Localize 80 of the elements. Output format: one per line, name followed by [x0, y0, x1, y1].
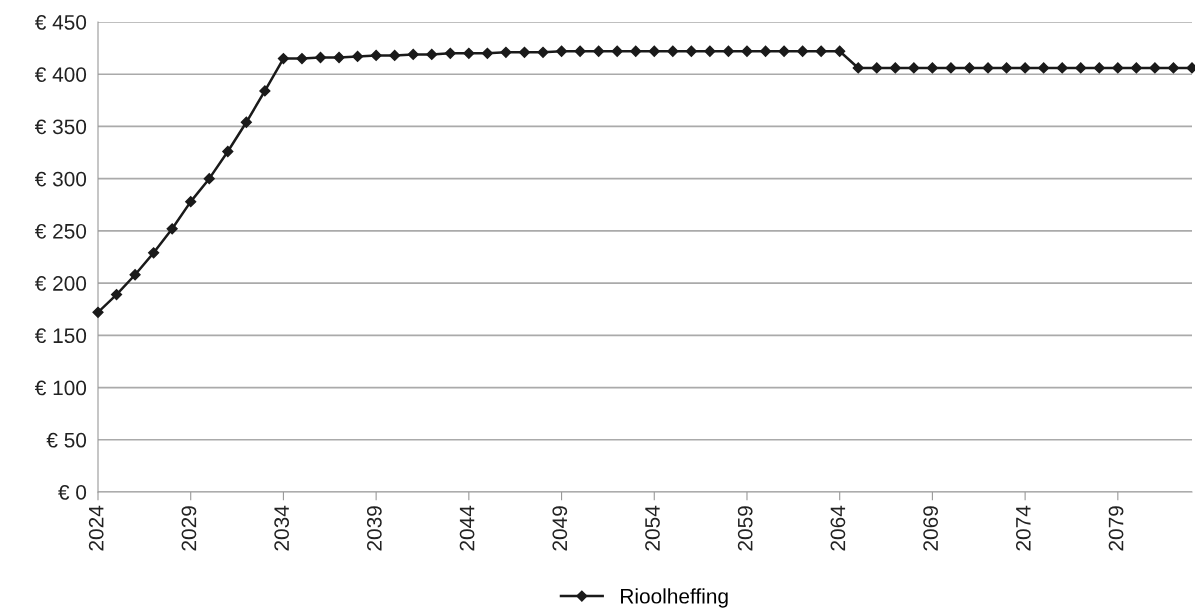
point [1112, 62, 1124, 74]
point [759, 45, 772, 57]
point [963, 62, 976, 74]
y-tick-label: € 300 [34, 171, 87, 187]
point [852, 62, 864, 74]
point [166, 223, 178, 235]
point [555, 45, 568, 57]
point [648, 45, 660, 57]
point [1149, 62, 1161, 74]
y-tick-label: € 400 [34, 67, 87, 82]
point [185, 196, 197, 208]
point [537, 46, 549, 58]
point [611, 45, 623, 57]
point [463, 47, 475, 59]
point [92, 306, 104, 318]
point [741, 45, 753, 57]
point [110, 288, 123, 301]
point [704, 45, 716, 57]
y-tick-label: € 350 [34, 119, 87, 135]
x-tick-label: 2079 [1108, 506, 1124, 551]
point [314, 51, 327, 64]
y-tick-label: € 50 [46, 432, 87, 448]
legend-label: Rioolheffing [621, 588, 728, 608]
point [685, 45, 697, 57]
point [778, 45, 790, 57]
point [1093, 62, 1105, 74]
point [518, 46, 531, 58]
x-tick-label: 2049 [552, 506, 568, 551]
point [389, 49, 401, 62]
point [889, 62, 901, 74]
point [351, 50, 364, 63]
x-tick-label: 2044 [459, 505, 475, 551]
y-tick-label: € 100 [34, 380, 87, 396]
y-tick-label: € 200 [34, 276, 87, 291]
point [370, 49, 382, 62]
x-tick-label: 2034 [274, 505, 290, 551]
x-tick-label: 2054 [645, 505, 660, 551]
point [1056, 62, 1068, 74]
point [1038, 62, 1050, 74]
point [1130, 62, 1142, 74]
point [871, 62, 883, 74]
point [1075, 62, 1087, 74]
point [148, 247, 160, 259]
point [593, 45, 605, 57]
y-tick-label: € 0 [58, 485, 87, 500]
point [500, 46, 512, 58]
point [1000, 62, 1013, 74]
point [277, 52, 290, 65]
point [574, 45, 586, 57]
point [908, 62, 920, 74]
point [407, 48, 419, 60]
point [630, 45, 642, 57]
y-tick-label: € 250 [34, 223, 87, 239]
y-tick-label: € 150 [34, 328, 87, 344]
point [481, 47, 493, 59]
x-tick-label: 2029 [181, 506, 197, 551]
point [815, 45, 827, 57]
point [926, 62, 939, 74]
point [222, 145, 234, 158]
x-tick-label: 2024 [88, 505, 104, 551]
point [797, 45, 809, 57]
point [333, 51, 345, 64]
point [722, 45, 735, 57]
point [129, 269, 141, 281]
point [1019, 62, 1031, 74]
point [1167, 62, 1180, 74]
point [296, 52, 308, 65]
point [203, 173, 215, 185]
point [426, 48, 438, 60]
y-tick-label: € 450 [34, 15, 87, 30]
x-tick-label: 2064 [830, 505, 846, 551]
x-tick-label: 2069 [923, 506, 938, 551]
point [834, 45, 846, 57]
point [259, 85, 271, 97]
x-tick-label: 2059 [737, 506, 753, 551]
x-tick-label: 2074 [1015, 505, 1031, 551]
point [444, 47, 456, 59]
point [667, 45, 679, 57]
point [240, 116, 252, 128]
x-tick-label: 2039 [366, 506, 382, 551]
